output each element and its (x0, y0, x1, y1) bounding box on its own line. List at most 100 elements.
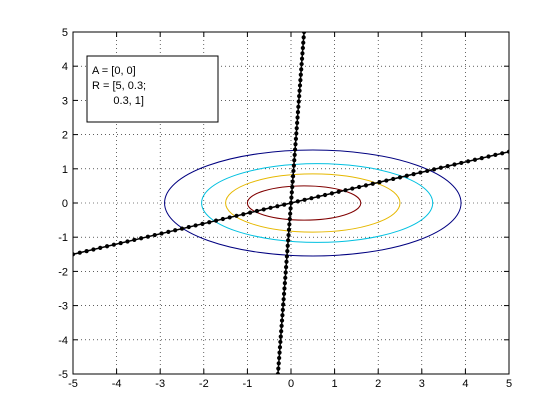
series-0-point (282, 202, 287, 207)
series-0-point (98, 245, 103, 250)
series-1-point (278, 339, 283, 345)
series-0-point (486, 154, 491, 159)
data-series (73, 32, 509, 374)
series-0-point (397, 175, 403, 180)
series-0-point (472, 157, 478, 162)
series-1-point (288, 211, 293, 216)
series-1-point (279, 323, 284, 329)
x-tick-label: -3 (155, 378, 165, 390)
series-1-point (293, 136, 299, 141)
y-tick-label: -1 (58, 232, 68, 244)
series-0-point (166, 229, 171, 234)
series-1-point (288, 206, 293, 211)
series-0-point (377, 180, 382, 185)
series-1-point (301, 35, 306, 40)
x-tick-label: -5 (68, 378, 78, 390)
y-tick-label: -3 (58, 301, 68, 313)
series-1-point (295, 120, 300, 125)
series-0-point (445, 164, 450, 169)
y-tick-label: -5 (58, 369, 68, 381)
series-1-point (299, 56, 305, 61)
series-0-point (111, 242, 116, 247)
y-tick-label: 5 (62, 27, 68, 39)
series-1-point (292, 147, 298, 152)
series-0-point (186, 224, 191, 230)
series-0-point (452, 162, 457, 167)
y-tick-label: 1 (62, 164, 68, 176)
series-1-point (278, 334, 283, 339)
series-1-point (289, 190, 294, 195)
series-0-point (179, 226, 185, 231)
series-1-point (281, 297, 286, 302)
series-0-point (227, 215, 232, 220)
series-0-point (370, 181, 375, 186)
series-1-point (293, 142, 298, 147)
series-1-point (290, 184, 295, 190)
series-0-point (493, 152, 498, 158)
series-0-point (159, 231, 164, 236)
series-1-point (285, 248, 290, 254)
series-1-point (276, 366, 281, 371)
axis-ticks: -5 -4 -3 -2 -1 0 1 2 3 4 5 -5 -4 -3 -2 -1 0 1 2 3 4 5 (58, 27, 512, 390)
series-0-point (104, 244, 110, 249)
series-1-point (301, 32, 307, 35)
series-0-point (357, 184, 362, 190)
series-1-point (301, 40, 306, 45)
series-1-point (277, 350, 282, 355)
series-1-point (295, 115, 300, 120)
series-1-point (286, 227, 292, 232)
series-1-point (291, 168, 296, 174)
x-tick-label: 3 (419, 378, 425, 390)
x-tick-label: 0 (288, 378, 294, 390)
annotation-frame (86, 55, 219, 123)
series-0-point (411, 172, 416, 177)
series-0-point (248, 210, 253, 215)
series-0-point (425, 168, 430, 174)
series-1-point (290, 174, 296, 179)
series-0-point (220, 216, 225, 222)
y-tick-label: 4 (62, 61, 68, 73)
series-1-point (286, 238, 291, 243)
y-tick-label: 3 (62, 95, 68, 107)
series-0-point (295, 199, 300, 204)
series-1-point (284, 259, 289, 264)
y-tick-label: 2 (62, 130, 68, 142)
series-1-point (288, 200, 294, 206)
series-1-point (291, 163, 296, 168)
series-0-point (125, 239, 130, 244)
x-tick-label: -1 (243, 378, 253, 390)
series-1-point (277, 345, 283, 350)
series-1-point (277, 355, 282, 361)
series-1-point (280, 307, 285, 312)
series-0-point (459, 160, 464, 166)
series-0-point (302, 197, 307, 202)
series-1-point (284, 254, 290, 259)
series-0-point (73, 252, 76, 257)
series-0-point (384, 178, 389, 183)
series-0-point (254, 208, 260, 214)
series-0-point (336, 189, 341, 194)
series-1-point (275, 371, 281, 374)
series-0-point (152, 232, 157, 238)
series-1-point (280, 313, 285, 318)
series-0-point (77, 250, 82, 255)
series-0-point (329, 191, 334, 196)
series-1-point (299, 61, 304, 67)
series-0-point (241, 212, 246, 217)
series-0-point (309, 196, 314, 201)
annotation-box: A = [0, 0] R = [5, 0.3; 0.3, 1] (86, 55, 219, 123)
series-0-point (261, 207, 266, 212)
x-tick-label: 5 (506, 378, 512, 390)
series-0-point (466, 159, 471, 164)
contour-line-1 (225, 173, 401, 233)
series-0-point (234, 213, 239, 218)
series-1-point (297, 83, 303, 88)
series-1-point (289, 195, 294, 200)
series-0-point (418, 170, 423, 175)
series-1-point (299, 67, 304, 72)
series-1-point (283, 265, 289, 270)
y-tick-label: -2 (58, 266, 68, 278)
series-1-point (285, 243, 290, 248)
series-1-point (286, 232, 291, 238)
series-0-point (404, 173, 409, 178)
